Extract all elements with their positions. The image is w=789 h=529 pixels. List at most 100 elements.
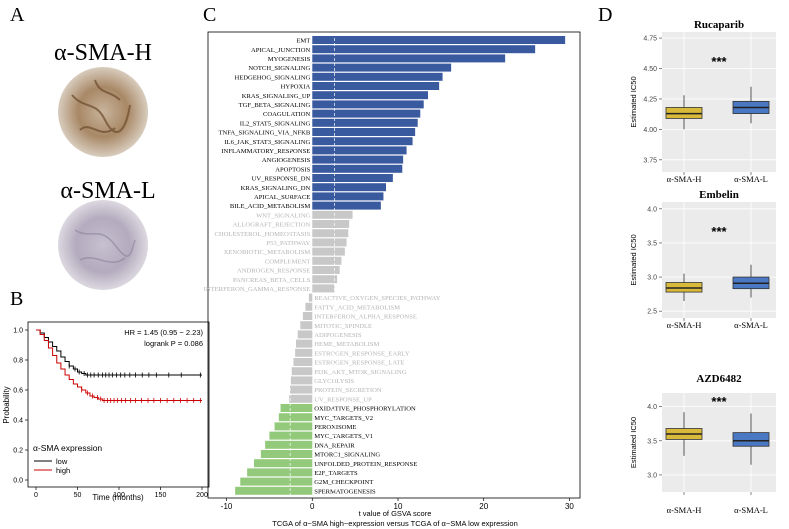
km-xtick-label: 50 (74, 492, 82, 499)
km-ytick-label: 0.0 (13, 478, 23, 485)
gsva-bar-label: WNT_SIGNALING (256, 212, 310, 219)
boxplot-title: Embelin (699, 189, 739, 201)
gsva-xtick-label: -10 (221, 502, 233, 511)
gsva-bar-label: ANGIOGENESIS (262, 157, 311, 164)
gsva-bar-label: PROTEIN_SECRETION (314, 387, 382, 394)
ihc-stain-pattern-high (71, 79, 131, 133)
gsva-bar-label: HEDGEHOG_SIGNALING (234, 74, 310, 81)
boxplot-significance-label: *** (711, 54, 727, 69)
gsva-bar (290, 376, 313, 385)
gsva-bar (312, 164, 403, 173)
km-hr-text: HR = 1.45 (0.95 − 2.23) (124, 328, 203, 337)
gsva-bar (265, 440, 313, 449)
gsva-bar-label: ADIPOGENESIS (314, 332, 362, 339)
gsva-bar (260, 450, 313, 458)
gsva-bar-label: INTERFERON_ALPHA_RESPONSE (314, 314, 417, 321)
gsva-bar (240, 477, 313, 486)
gsva-bar (312, 284, 335, 293)
panel-d-embelin-boxplot: Embelin 2.5 3.0 3.5 4.0 Estimated IC50 α-SMA-H… (629, 189, 776, 330)
gsva-bar (295, 348, 313, 357)
km-legend-label-high: high (56, 466, 70, 475)
gsva-bar-label: COAGULATION (263, 111, 310, 118)
boxplot-ytick-label: 4.00 (643, 127, 657, 134)
boxplot-category-label: α-SMA-H (667, 320, 702, 330)
gsva-xtick-label: 20 (479, 502, 488, 511)
gsva-bar-label: SPERMATOGENESIS (314, 488, 376, 495)
gsva-bar (312, 54, 506, 63)
boxplot-ylabel: Estimated IC50 (629, 76, 638, 127)
km-legend-label-low: low (56, 457, 68, 466)
boxplot-ytick-label: 4.50 (643, 66, 657, 73)
gsva-bar-label: INTERFERON_GAMMA_RESPONSE (204, 286, 311, 293)
gsva-bar-label: APOPTOSIS (275, 166, 310, 173)
boxplot-title: AZD6482 (696, 373, 742, 385)
gsva-bar (312, 128, 416, 136)
panel-c-gsva-bar-chart: t value of GSVA score TCGA of α−SMA high… (204, 31, 581, 528)
gsva-bar (312, 229, 349, 238)
gsva-bar-label: MYOGENESIS (268, 56, 311, 63)
gsva-bar-label: MYC_TARGETS_V1 (314, 433, 373, 440)
boxplot-significance-label: *** (711, 224, 727, 239)
boxplot-category-label: α-SMA-L (734, 320, 768, 330)
gsva-xtick-label: 30 (565, 502, 574, 511)
gsva-bar (290, 385, 313, 394)
gsva-bar (269, 431, 313, 440)
gsva-bar (312, 247, 345, 256)
gsva-bar (312, 45, 536, 54)
boxplot-category-label: α-SMA-L (734, 174, 768, 184)
boxplot-category-label: α-SMA-L (734, 505, 768, 515)
gsva-bar (312, 155, 404, 164)
gsva-bar-label: PI3K_AKT_MTOR_SIGNALING (314, 369, 406, 376)
boxplot-ytick-label: 4.0 (647, 206, 657, 213)
gsva-bar-label: UNFOLDED_PROTEIN_RESPONSE (314, 461, 417, 468)
km-xtick-label: 100 (113, 492, 125, 499)
gsva-bar (312, 36, 566, 44)
gsva-bar-label: HYPOXIA (281, 84, 311, 91)
gsva-bar-label: KRAS_SIGNALING_DN (241, 185, 311, 192)
alpha-sma-high-label: α-SMA-H (54, 40, 152, 66)
gsva-bar-label: NOTCH_SIGNALING (248, 65, 310, 72)
gsva-bar-label: HEME_METABOLISM (314, 341, 379, 348)
gsva-xtick-label: 10 (394, 502, 403, 511)
gsva-bar-label: UV_RESPONSE_DN (252, 176, 311, 183)
gsva-bar (312, 256, 342, 265)
km-curve-high (36, 329, 202, 401)
gsva-bar-label: PEROXISOME (314, 424, 356, 431)
boxplot-ytick-label: 3.0 (647, 275, 657, 282)
panel-letter-b: B (10, 288, 23, 310)
gsva-bar (289, 394, 313, 403)
gsva-bar (293, 358, 313, 366)
boxplot-ytick-label: 4.25 (643, 96, 657, 103)
boxplot-ylabel: Estimated IC50 (629, 417, 638, 468)
gsva-bar-label: COMPLEMENT (265, 258, 310, 265)
gsva-bar (274, 422, 313, 431)
gsva-bar (312, 63, 452, 72)
panel-letter-a: A (10, 4, 25, 26)
gsva-bar (312, 238, 347, 247)
km-legend-title: α-SMA expression (33, 443, 102, 453)
gsva-bar (312, 266, 340, 274)
gsva-bar-label: PANCREAS_BETA_CELLS (233, 277, 311, 284)
km-curve-low (36, 329, 202, 376)
gsva-caption: TCGA of α−SMA high−expression versus TCG… (272, 519, 518, 528)
boxplot-ytick-label: 3.5 (647, 438, 657, 445)
boxplot-category-label: α-SMA-H (667, 505, 702, 515)
gsva-bar (312, 220, 350, 228)
km-ytick-label: 0.8 (13, 358, 23, 365)
gsva-bar (312, 82, 440, 90)
boxplot-ylabel: Estimated IC50 (629, 234, 638, 285)
gsva-bar-label: ESTROGEN_RESPONSE_LATE (314, 360, 404, 367)
gsva-bar-label: UV_RESPONSE_UP (314, 396, 372, 403)
gsva-bar-label: INFLAMMATORY_RESPONSE (221, 148, 310, 155)
gsva-bar-label: EMT (296, 38, 310, 45)
gsva-bar (291, 367, 313, 376)
gsva-plot-frame (207, 31, 581, 499)
panel-b-km-plot: Probability Time (months) HR = 1.45 (0.9… (2, 321, 210, 502)
ihc-image-low (58, 200, 148, 290)
km-xtick-label: 200 (196, 492, 208, 499)
panel-a: α-SMA-H α-SMA-L (54, 40, 156, 290)
gsva-bar (312, 72, 443, 81)
gsva-bar-label: KRAS_SIGNALING_UP (242, 93, 311, 100)
boxplot-ytick-label: 4.0 (647, 404, 657, 411)
gsva-bar (312, 118, 418, 127)
